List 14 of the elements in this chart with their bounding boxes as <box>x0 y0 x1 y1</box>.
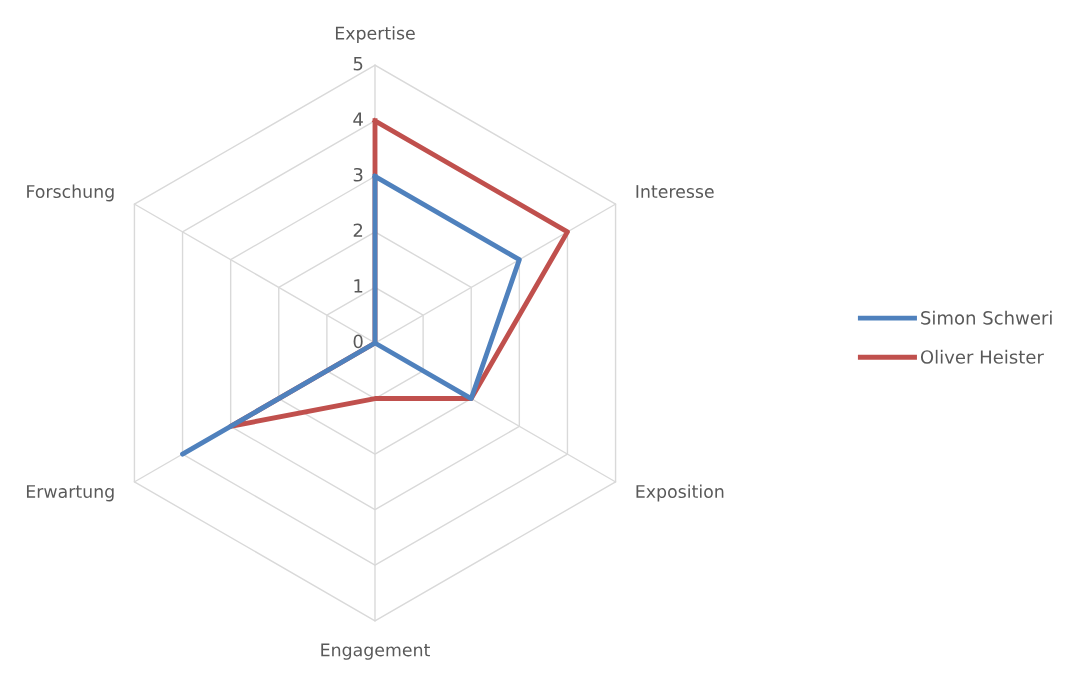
spoke-label: Expertise <box>335 26 415 43</box>
spoke-label: Forschung <box>27 184 114 202</box>
spoke-label: Interesse <box>636 185 714 199</box>
spoke-label: Exposition <box>636 484 724 502</box>
spoke-label: Erwartung <box>26 485 114 502</box>
spoke-label: Engagement <box>321 643 430 660</box>
y-tick-label: 1 <box>354 279 363 293</box>
legend-label: Simon Schweri <box>921 310 1052 325</box>
y-tick-label: 3 <box>353 167 363 182</box>
y-tick-label: 4 <box>353 112 363 126</box>
y-tick-label: 0 <box>353 334 363 349</box>
legend-label: Oliver Heister <box>920 349 1044 364</box>
y-tick-label: 2 <box>353 223 363 237</box>
y-tick-label: 5 <box>353 57 363 71</box>
